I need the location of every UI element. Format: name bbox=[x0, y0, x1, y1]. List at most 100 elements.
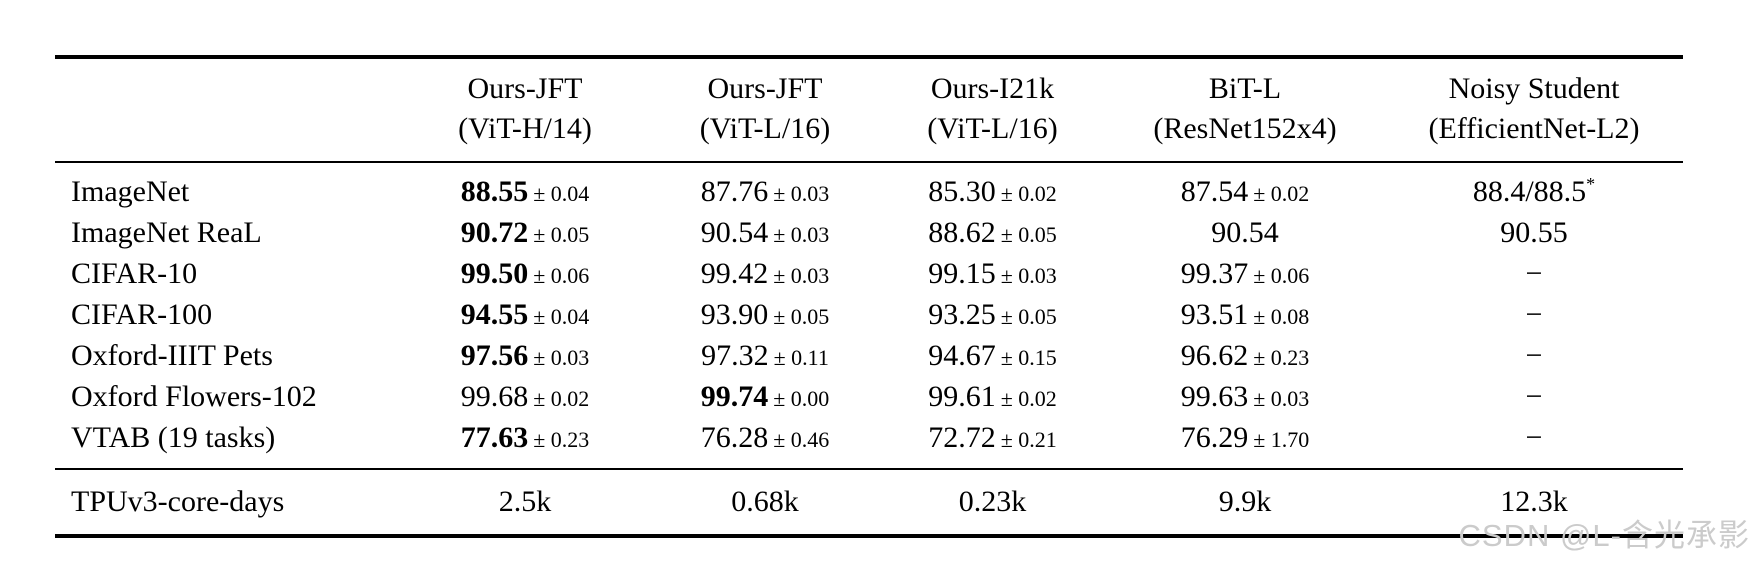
dataset-label: VTAB (19 tasks) bbox=[71, 420, 276, 454]
cell-error-margin: ± 0.03 bbox=[773, 180, 830, 206]
table-cell: 99.63 ± 0.03 bbox=[1105, 376, 1385, 417]
header-cell: Ours-JFT (ViT-H/14) bbox=[400, 57, 650, 162]
table-body: ImageNet 88.55 ± 0.04 87.76 ± 0.03 85.30 ± 0.0… bbox=[55, 162, 1683, 469]
header-model-arch: (ResNet152x4) bbox=[1153, 112, 1337, 145]
cell-error-margin: ± 0.02 bbox=[1000, 385, 1057, 411]
table-cell: 99.61 ± 0.02 bbox=[880, 376, 1105, 417]
table-cell: 87.54 ± 0.02 bbox=[1105, 162, 1385, 212]
dataset-label: ImageNet ReaL bbox=[71, 215, 262, 249]
cell-error-margin: ± 0.04 bbox=[533, 180, 590, 206]
cell-error-margin: ± 1.70 bbox=[1253, 426, 1310, 452]
table-cell: 77.63 ± 0.23 bbox=[400, 417, 650, 469]
footer-label: TPUv3-core-days bbox=[71, 485, 285, 518]
cell-value: 93.25 bbox=[928, 297, 996, 331]
table-row: Oxford Flowers-102 99.68 ± 0.02 99.74 ± 0.00… bbox=[55, 376, 1683, 417]
table-cell: 94.55 ± 0.04 bbox=[400, 294, 650, 335]
cell-value: 88.62 bbox=[928, 215, 996, 249]
cell-error-margin: ± 0.00 bbox=[773, 385, 830, 411]
footer-cell: 0.68k bbox=[731, 485, 799, 518]
cell-value: 99.37 bbox=[1180, 256, 1249, 290]
cell-value: 88.55 bbox=[460, 174, 529, 208]
table-cell: 99.37 ± 0.06 bbox=[1105, 253, 1385, 294]
cell-value: 99.61 bbox=[928, 379, 996, 413]
table-row: Oxford-IIIT Pets 97.56 ± 0.03 97.32 ± 0.11 94… bbox=[55, 335, 1683, 376]
table-cell: 88.55 ± 0.04 bbox=[400, 162, 650, 212]
cell-value: 90.72 bbox=[460, 215, 529, 249]
cell-value: − bbox=[1525, 379, 1543, 413]
dataset-label: Oxford Flowers-102 bbox=[71, 379, 317, 413]
cell-value: 76.29 bbox=[1180, 420, 1249, 454]
cell-value: 76.28 bbox=[700, 420, 769, 454]
cell-value: 88.4/88.5 bbox=[1472, 175, 1587, 208]
table-cell: 99.68 ± 0.02 bbox=[400, 376, 650, 417]
table-cell: 99.15 ± 0.03 bbox=[880, 253, 1105, 294]
cell-value: 99.63 bbox=[1180, 379, 1249, 413]
cell-value: 85.30 bbox=[928, 174, 996, 208]
header-model-name: Ours-JFT bbox=[467, 72, 583, 105]
table-row: CIFAR-100 94.55 ± 0.04 93.90 ± 0.05 93.25 ± 0.… bbox=[55, 294, 1683, 335]
cell-error-margin: ± 0.06 bbox=[1253, 262, 1310, 288]
table-cell: 94.67 ± 0.15 bbox=[880, 335, 1105, 376]
table-cell: 90.72 ± 0.05 bbox=[400, 212, 650, 253]
cell-value: 77.63 bbox=[460, 420, 529, 454]
footer-cell: 9.9k bbox=[1218, 485, 1272, 518]
header-row: Ours-JFT (ViT-H/14) Ours-JFT (ViT-L/16) Ours… bbox=[55, 57, 1683, 162]
table-cell: 90.54 ± 0.03 bbox=[650, 212, 880, 253]
cell-error-margin: ± 0.04 bbox=[533, 303, 590, 329]
table-row: VTAB (19 tasks) 77.63 ± 0.23 76.28 ± 0.46 72.… bbox=[55, 417, 1683, 469]
cell-error-margin: ± 0.46 bbox=[773, 426, 830, 452]
table-cell: 93.25 ± 0.05 bbox=[880, 294, 1105, 335]
cell-value: − bbox=[1525, 297, 1543, 331]
cell-error-margin: ± 0.02 bbox=[1253, 180, 1310, 206]
cell-value: 96.62 bbox=[1180, 338, 1249, 372]
header-model-arch: (ViT-L/16) bbox=[927, 112, 1058, 145]
table-cell: − bbox=[1385, 294, 1683, 335]
table-cell: 76.29 ± 1.70 bbox=[1105, 417, 1385, 469]
table-row: ImageNet 88.55 ± 0.04 87.76 ± 0.03 85.30 ± 0.0… bbox=[55, 162, 1683, 212]
cell-value: 94.67 bbox=[928, 338, 996, 372]
header-cell: BiT-L (ResNet152x4) bbox=[1105, 57, 1385, 162]
cell-value: 97.56 bbox=[460, 338, 529, 372]
table-cell: 99.42 ± 0.03 bbox=[650, 253, 880, 294]
cell-superscript: * bbox=[1586, 174, 1596, 194]
dataset-label: ImageNet bbox=[71, 174, 190, 208]
cell-error-margin: ± 0.02 bbox=[1000, 180, 1057, 206]
table-cell: 90.54 bbox=[1105, 212, 1385, 253]
table-cell: − bbox=[1385, 376, 1683, 417]
cell-error-margin: ± 0.21 bbox=[1000, 426, 1057, 452]
cell-error-margin: ± 0.03 bbox=[773, 262, 830, 288]
table-cell: − bbox=[1385, 335, 1683, 376]
table-cell: 76.28 ± 0.46 bbox=[650, 417, 880, 469]
header-cell: Ours-JFT (ViT-L/16) bbox=[650, 57, 880, 162]
cell-value: 90.54 bbox=[1211, 215, 1279, 249]
cell-error-margin: ± 0.15 bbox=[1000, 344, 1057, 370]
cell-error-margin: ± 0.23 bbox=[1253, 344, 1310, 370]
cell-error-margin: ± 0.05 bbox=[533, 221, 590, 247]
cell-value: 90.55 bbox=[1500, 215, 1568, 249]
header-model-arch: (ViT-H/14) bbox=[458, 112, 592, 145]
cell-error-margin: ± 0.05 bbox=[1000, 303, 1057, 329]
table-cell: 93.90 ± 0.05 bbox=[650, 294, 880, 335]
cell-value: 99.50 bbox=[460, 256, 529, 290]
cell-error-margin: ± 0.11 bbox=[773, 344, 829, 370]
table-cell: 99.74 ± 0.00 bbox=[650, 376, 880, 417]
table-cell: 87.76 ± 0.03 bbox=[650, 162, 880, 212]
cell-value: 93.90 bbox=[700, 297, 769, 331]
cell-error-margin: ± 0.03 bbox=[773, 221, 830, 247]
cell-error-margin: ± 0.02 bbox=[533, 385, 590, 411]
table-cell: − bbox=[1385, 253, 1683, 294]
table-header: Ours-JFT (ViT-H/14) Ours-JFT (ViT-L/16) Ours… bbox=[55, 57, 1683, 162]
cell-value: 90.54 bbox=[700, 215, 769, 249]
table-cell: 72.72 ± 0.21 bbox=[880, 417, 1105, 469]
cell-error-margin: ± 0.05 bbox=[1000, 221, 1057, 247]
cell-value: 99.74 bbox=[700, 379, 769, 413]
cell-value: 94.55 bbox=[460, 297, 529, 331]
header-model-name: BiT-L bbox=[1208, 72, 1282, 105]
table-cell: 99.50 ± 0.06 bbox=[400, 253, 650, 294]
watermark: CSDN @L-含光承影 bbox=[1458, 518, 1750, 553]
cell-value: 99.42 bbox=[700, 256, 769, 290]
table-footer: TPUv3-core-days 2.5k 0.68k 0.23k 9.9k 12.3k bbox=[55, 469, 1683, 536]
dataset-label: Oxford-IIIT Pets bbox=[71, 338, 273, 372]
table-cell: 97.32 ± 0.11 bbox=[650, 335, 880, 376]
table-cell: 88.4/88.5* bbox=[1385, 162, 1683, 212]
